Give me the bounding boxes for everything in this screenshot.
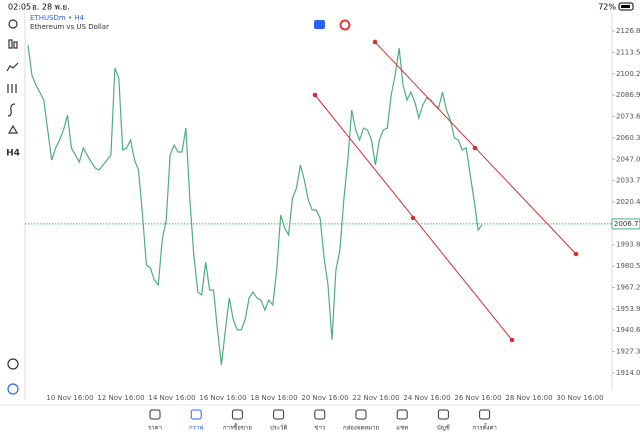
y-tick-label: 1993.80 [616,241,640,249]
nav-icon[interactable] [355,409,367,420]
nav-icon[interactable] [396,409,408,420]
nav-icon[interactable] [437,409,449,420]
toolbar-icons [6,19,19,395]
trend-point[interactable] [312,92,318,98]
x-tick-label: 18 Nov 16:00 [250,394,297,402]
signal-icon[interactable] [339,19,351,31]
y-tick-label: 2113.50 [616,48,640,56]
trend-point[interactable] [472,145,478,151]
trend-point[interactable] [372,39,378,45]
y-tick-label: 2020.40 [616,198,640,206]
nav-icon[interactable] [190,409,202,420]
y-tick-label: 1953.90 [616,305,640,313]
nav-label[interactable]: กล่องจดหมาย [343,425,379,432]
toolbar-candles[interactable] [8,39,13,49]
nav-label[interactable]: ข่าว [314,425,325,432]
nav-label[interactable]: การซื้อขาย [223,422,252,432]
toolbar-objects[interactable] [7,124,19,134]
battery-level [621,5,630,8]
nav-icon[interactable] [273,409,285,420]
one-click-icon[interactable] [314,20,325,29]
status-date: อ. 28 พ.ย. [32,3,70,12]
nav-label[interactable]: กราฟ [189,425,203,432]
plot: 2126.80 2113.50 2100.20 2086.90 2073.60 2060.… [25,27,640,402]
y-tick-label: 2033.70 [616,177,640,185]
toolbar-speedometer[interactable] [7,358,19,370]
x-tick-label: 30 Nov 16:00 [556,394,603,402]
trend-point[interactable] [509,337,515,343]
nav-icon[interactable] [149,409,161,420]
trend-point[interactable] [410,215,416,221]
toolbar-crosshair[interactable] [8,19,18,29]
chart-description: Ethereum vs US Dollar [30,23,109,31]
y-tick-label: 1967.20 [616,283,640,291]
nav-icon[interactable] [314,409,326,420]
battery-icon [618,2,634,11]
y-tick-label: 1927.30 [616,348,640,356]
toolbar-app[interactable] [7,383,19,395]
nav-icon[interactable] [479,409,491,420]
nav-label[interactable]: ราคา [148,425,162,432]
y-tick-label: 2086.90 [616,91,640,99]
toolbar-chart-type[interactable] [6,62,19,72]
nav-icon[interactable] [231,409,243,420]
x-tick-label: 20 Nov 16:00 [301,394,348,402]
x-tick-label: 12 Nov 16:00 [97,394,144,402]
y-tick-label: 2100.20 [616,70,640,78]
nav-label[interactable]: การตั้งค่า [472,422,496,432]
nav-label[interactable]: แชท [396,425,408,432]
y-tick-label: 2060.30 [616,134,640,142]
toolbar-indicators[interactable] [7,84,17,93]
x-tick-label: 16 Nov 16:00 [199,394,246,402]
trend-lines [312,39,579,343]
x-tick-label: 24 Nov 16:00 [403,394,450,402]
chart-symbol: ETHUSDm • H4 [30,14,85,22]
bottom-nav: ราคา กราฟ การซื้อขาย ประวัติ ข่าว กล่องจดหมาย… [148,409,497,432]
toolbar-functions[interactable] [7,103,16,117]
nav-label[interactable]: ประวัติ [270,425,288,432]
trend-point[interactable] [573,251,579,257]
x-tick-label: 10 Nov 16:00 [46,394,93,402]
x-tick-label: 14 Nov 16:00 [148,394,195,402]
y-tick-label: 1940.60 [616,326,640,334]
current-price-label: 2006.77 [614,220,640,228]
current-price-tag [611,218,640,230]
y-tick-label: 2047.00 [616,155,640,163]
status-time: 02:05 [8,3,31,12]
nav-label[interactable]: บัญชี [437,424,450,432]
y-tick-label: 1914.00 [616,369,640,377]
x-tick-label: 28 Nov 16:00 [505,394,552,402]
price-line [27,44,483,365]
toolbar-timeframe[interactable]: H4 [6,149,20,159]
y-tick-label: 2073.60 [616,113,640,121]
y-tick-label: 2126.80 [616,27,640,35]
y-tick-label: 1980.50 [616,262,640,270]
x-tick-label: 22 Nov 16:00 [352,394,399,402]
x-tick-label: 26 Nov 16:00 [454,394,501,402]
status-battery: 72% [598,3,616,12]
toolbar-candles-2 [13,41,18,49]
